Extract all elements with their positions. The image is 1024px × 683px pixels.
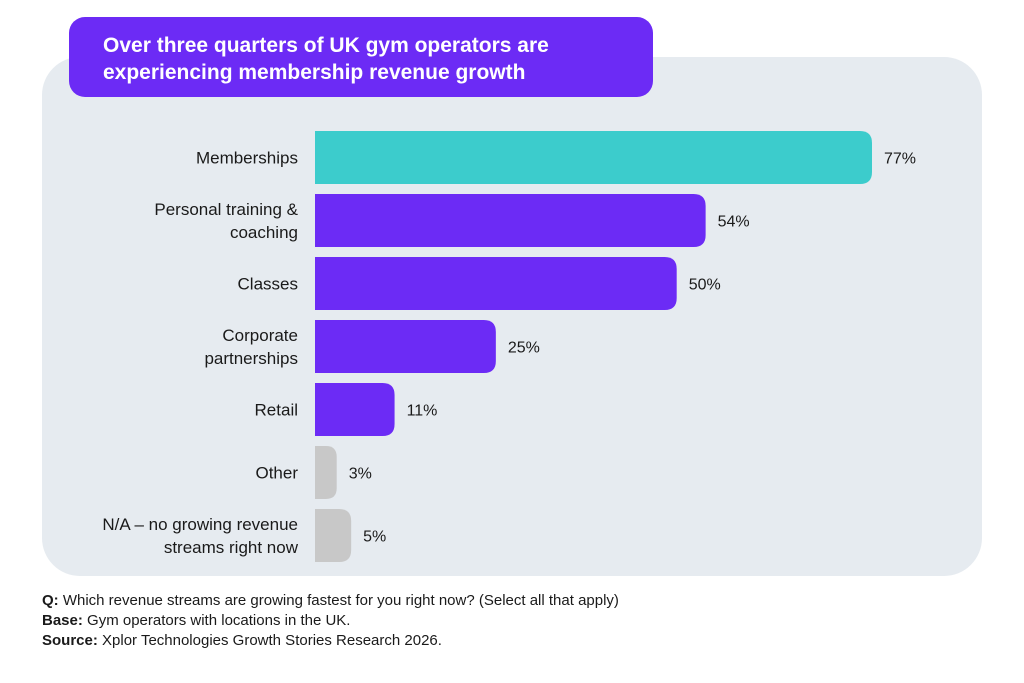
bar-5 xyxy=(315,446,337,499)
category-label-0: Memberships xyxy=(196,149,298,168)
bar-6 xyxy=(315,509,352,562)
value-label-5: 3% xyxy=(349,466,372,483)
value-label-4: 11% xyxy=(407,403,438,420)
bar-3 xyxy=(315,320,496,373)
chart-title-line-2: experiencing membership revenue growth xyxy=(103,61,526,84)
footnote-question: Q: Which revenue streams are growing fas… xyxy=(42,592,619,609)
value-label-2: 50% xyxy=(689,277,721,294)
chart-title: Over three quarters of UK gym operators … xyxy=(69,17,653,97)
value-label-1: 54% xyxy=(718,214,750,231)
category-label-5: Other xyxy=(255,464,298,483)
bar-2 xyxy=(315,257,677,310)
category-label-2: Classes xyxy=(238,275,298,294)
category-label-3: Corporate partnerships xyxy=(204,326,298,368)
footnote-base: Base: Gym operators with locations in th… xyxy=(42,612,351,629)
footnote-source: Source: Xplor Technologies Growth Storie… xyxy=(42,632,442,649)
category-label-4: Retail xyxy=(255,401,298,420)
chart-footnotes: Q: Which revenue streams are growing fas… xyxy=(42,591,619,651)
bar-0 xyxy=(315,131,872,184)
bar-1 xyxy=(315,194,706,247)
value-label-0: 77% xyxy=(884,151,916,168)
chart-title-line-1: Over three quarters of UK gym operators … xyxy=(103,34,549,57)
category-label-6: N/A – no growing revenue streams right no… xyxy=(102,515,298,557)
bar-4 xyxy=(315,383,395,436)
value-label-3: 25% xyxy=(508,340,540,357)
value-label-6: 5% xyxy=(363,529,386,546)
category-label-1: Personal training & coaching xyxy=(154,200,298,242)
